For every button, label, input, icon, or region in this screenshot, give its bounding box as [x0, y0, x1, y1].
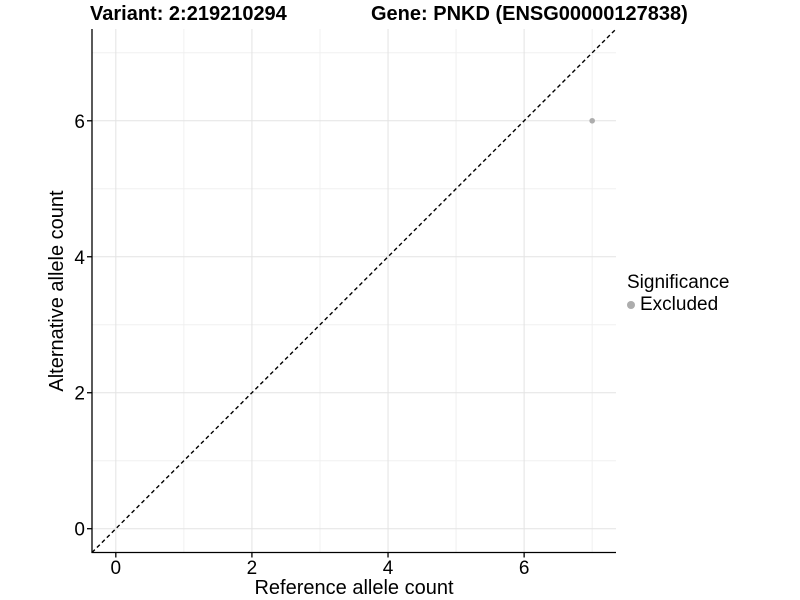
- legend-item-label: Excluded: [640, 294, 719, 315]
- y-tick-label: 0: [74, 520, 85, 541]
- identity-line: [91, 28, 617, 553]
- data-point: [589, 117, 595, 124]
- y-axis-title: Alternative allele count: [46, 190, 68, 392]
- x-axis-title: Reference allele count: [254, 577, 454, 599]
- gene-title: Gene: PNKD (ENSG00000127838): [371, 3, 688, 25]
- legend: Significance Excluded: [627, 273, 729, 314]
- y-tick-label: 2: [74, 384, 85, 405]
- x-tick-label: 2: [247, 558, 258, 579]
- x-tick-label: 0: [111, 558, 122, 579]
- x-tick-label: 6: [519, 558, 530, 579]
- legend-item-excluded: Excluded: [627, 295, 729, 314]
- y-tick-label: 4: [74, 248, 85, 269]
- variant-title: Variant: 2:219210294: [90, 3, 287, 25]
- legend-title: Significance: [627, 272, 730, 293]
- legend-point-icon: [627, 300, 635, 309]
- y-tick-label: 6: [74, 112, 85, 133]
- x-tick-label: 4: [383, 558, 394, 579]
